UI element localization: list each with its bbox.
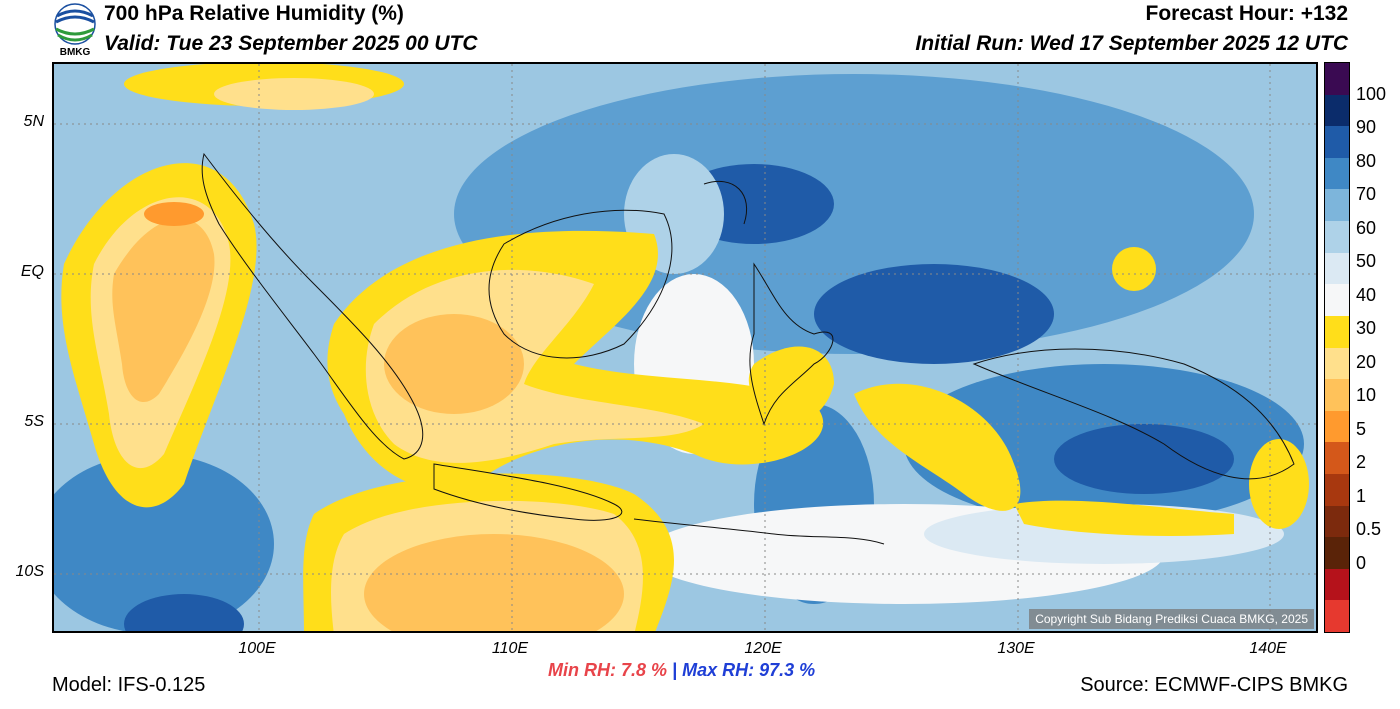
- colorbar-label: 90: [1356, 117, 1377, 138]
- chart-title: 700 hPa Relative Humidity (%): [104, 2, 404, 25]
- colorbar-segment: [1325, 63, 1349, 96]
- valid-time: Valid: Tue 23 September 2025 00 UTC: [104, 32, 478, 55]
- humidity-field: [54, 64, 1316, 631]
- lat-label-10s: 10S: [15, 563, 44, 580]
- colorbar-label: 10: [1356, 385, 1377, 406]
- lat-label-eq: EQ: [20, 263, 44, 280]
- max-rh-value: 97.3 %: [759, 660, 816, 680]
- colorbar-segment: [1325, 410, 1349, 443]
- min-rh-label: Min RH:: [548, 660, 616, 680]
- colorbar-label: 50: [1356, 251, 1377, 272]
- colorbar-segment: [1325, 379, 1349, 412]
- colorbar-segment: [1325, 157, 1349, 190]
- colorbar-label: 40: [1356, 284, 1377, 305]
- colorbar-segment: [1325, 221, 1349, 254]
- bmkg-logo: BMKG: [52, 2, 98, 60]
- logo-text: BMKG: [59, 47, 91, 58]
- colorbar-segment: [1325, 505, 1349, 538]
- colorbar-label: 2: [1356, 452, 1367, 473]
- colorbar-label: 0: [1356, 552, 1367, 573]
- min-max-rh: Min RH: 7.8 % | Max RH: 97.3 %: [548, 660, 815, 681]
- colorbar-segment: [1325, 473, 1349, 507]
- colorbar-label: 70: [1356, 184, 1377, 205]
- colorbar-label: 100: [1356, 83, 1387, 104]
- colorbar-segment: [1325, 537, 1349, 570]
- colorbar-label: 0.5: [1356, 519, 1382, 540]
- model-name: Model: IFS-0.125: [52, 674, 206, 696]
- lon-label-110e: 110E: [491, 640, 529, 657]
- colorbar-label: 5: [1356, 418, 1367, 439]
- colorbar-label: 80: [1356, 150, 1377, 171]
- colorbar-label: 20: [1356, 351, 1377, 372]
- colorbar-label: 1: [1356, 485, 1367, 506]
- copyright-text: Copyright Sub Bidang Prediksi Cuaca BMKG…: [1029, 609, 1314, 629]
- humidity-map: Copyright Sub Bidang Prediksi Cuaca BMKG…: [52, 62, 1318, 633]
- colorbar-segment: [1325, 315, 1349, 348]
- lon-label-120e: 120E: [744, 640, 782, 657]
- colorbar-segment: [1325, 284, 1349, 317]
- forecast-hour: Forecast Hour: +132: [1145, 2, 1349, 25]
- colorbar-label: 30: [1356, 318, 1377, 339]
- lon-label-140e: 140E: [1249, 640, 1287, 657]
- initial-run: Initial Run: Wed 17 September 2025 12 UT…: [915, 32, 1348, 55]
- lon-label-100e: 100E: [238, 640, 276, 657]
- colorbar-segment: [1325, 347, 1349, 380]
- min-rh-value: 7.8 %: [621, 660, 668, 680]
- colorbar: [1324, 62, 1350, 633]
- lon-label-130e: 130E: [997, 640, 1035, 657]
- colorbar-segment: [1325, 126, 1349, 159]
- colorbar-segment: [1325, 94, 1349, 127]
- colorbar-segment: [1325, 442, 1349, 475]
- max-rh-label: Max RH:: [682, 660, 755, 680]
- data-source: Source: ECMWF-CIPS BMKG: [1080, 674, 1348, 696]
- colorbar-segment: [1325, 252, 1349, 285]
- colorbar-segment: [1325, 568, 1349, 601]
- lat-label-5n: 5N: [23, 113, 44, 130]
- lat-label-5s: 5S: [24, 413, 44, 430]
- colorbar-label: 60: [1356, 217, 1377, 238]
- colorbar-segment: [1325, 600, 1349, 633]
- colorbar-segment: [1325, 189, 1349, 222]
- min-max-separator: |: [672, 660, 678, 680]
